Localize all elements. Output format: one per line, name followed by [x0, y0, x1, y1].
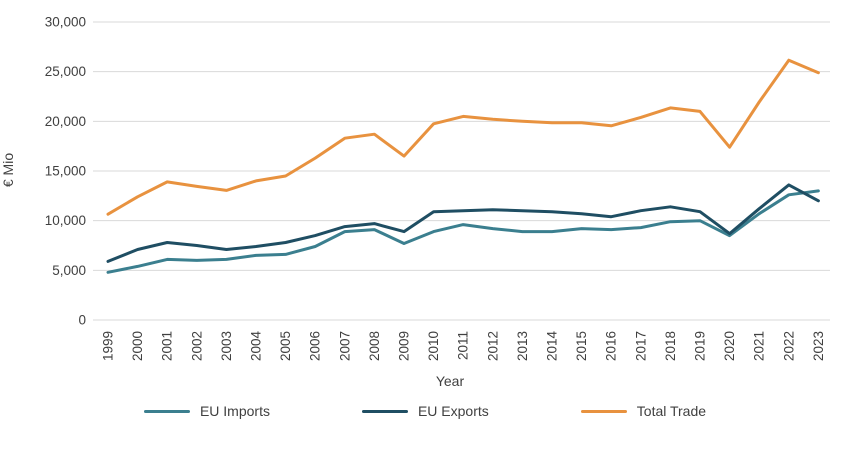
- x-tick-label: 2023: [811, 331, 826, 361]
- x-tick-label: 2004: [249, 331, 264, 362]
- x-tick-label: 2017: [633, 331, 648, 361]
- legend-item-eu-imports: EU Imports: [143, 403, 270, 419]
- x-tick-label: 2019: [693, 331, 708, 361]
- x-tick-label: 2015: [574, 331, 589, 361]
- series-line-total-trade: [106, 58, 820, 216]
- x-tick-label: 2010: [426, 331, 441, 361]
- x-tick-label: 2007: [337, 331, 352, 361]
- y-tick-label: 15,000: [45, 164, 86, 179]
- y-tick-label: 5,000: [52, 263, 86, 278]
- x-tick-label: 2016: [604, 331, 619, 361]
- x-tick-label: 2008: [367, 331, 382, 361]
- y-axis-title: € Mio: [0, 152, 16, 188]
- x-tick-label: 2002: [189, 331, 204, 361]
- x-tick-label: 2003: [219, 331, 234, 361]
- y-tick-label: 10,000: [45, 213, 86, 228]
- x-axis-title: Year: [435, 373, 465, 389]
- legend-label-total-trade: Total Trade: [636, 403, 707, 419]
- legend-label-eu-imports: EU Imports: [199, 403, 270, 419]
- x-tick-label: 2021: [752, 331, 767, 361]
- x-tick-label: 2001: [160, 331, 175, 361]
- x-tick-label: 2020: [722, 331, 737, 361]
- y-tick-label: 30,000: [45, 15, 86, 30]
- legend-item-eu-exports: EU Exports: [361, 403, 489, 419]
- eu-imports-line-swatch-icon: [143, 409, 190, 413]
- y-tick-label: 0: [78, 313, 86, 328]
- y-tick-label: 20,000: [45, 114, 86, 129]
- x-tick-label: 2013: [515, 331, 530, 361]
- x-tick-label: 2012: [485, 331, 500, 361]
- x-tick-label: 2018: [663, 331, 678, 361]
- total-trade-line-swatch-icon: [580, 409, 627, 413]
- x-tick-label: 2022: [781, 331, 796, 361]
- x-tick-label: 2014: [545, 331, 560, 362]
- legend-item-total-trade: Total Trade: [580, 403, 707, 419]
- x-tick-label: 2011: [456, 331, 471, 360]
- series-line-eu-imports: [106, 189, 820, 274]
- y-tick-label: 25,000: [45, 64, 86, 79]
- x-tick-label: 1999: [101, 331, 116, 361]
- x-tick-label: 2006: [308, 331, 323, 361]
- series-line-eu-exports: [106, 183, 820, 263]
- x-tick-label: 2000: [130, 331, 145, 361]
- chart-legend: EU Imports EU Exports Total Trade: [0, 403, 850, 419]
- x-tick-label: 2009: [397, 331, 412, 361]
- legend-label-eu-exports: EU Exports: [417, 403, 489, 419]
- eu-exports-line-swatch-icon: [361, 409, 408, 413]
- x-tick-label: 2005: [278, 331, 293, 361]
